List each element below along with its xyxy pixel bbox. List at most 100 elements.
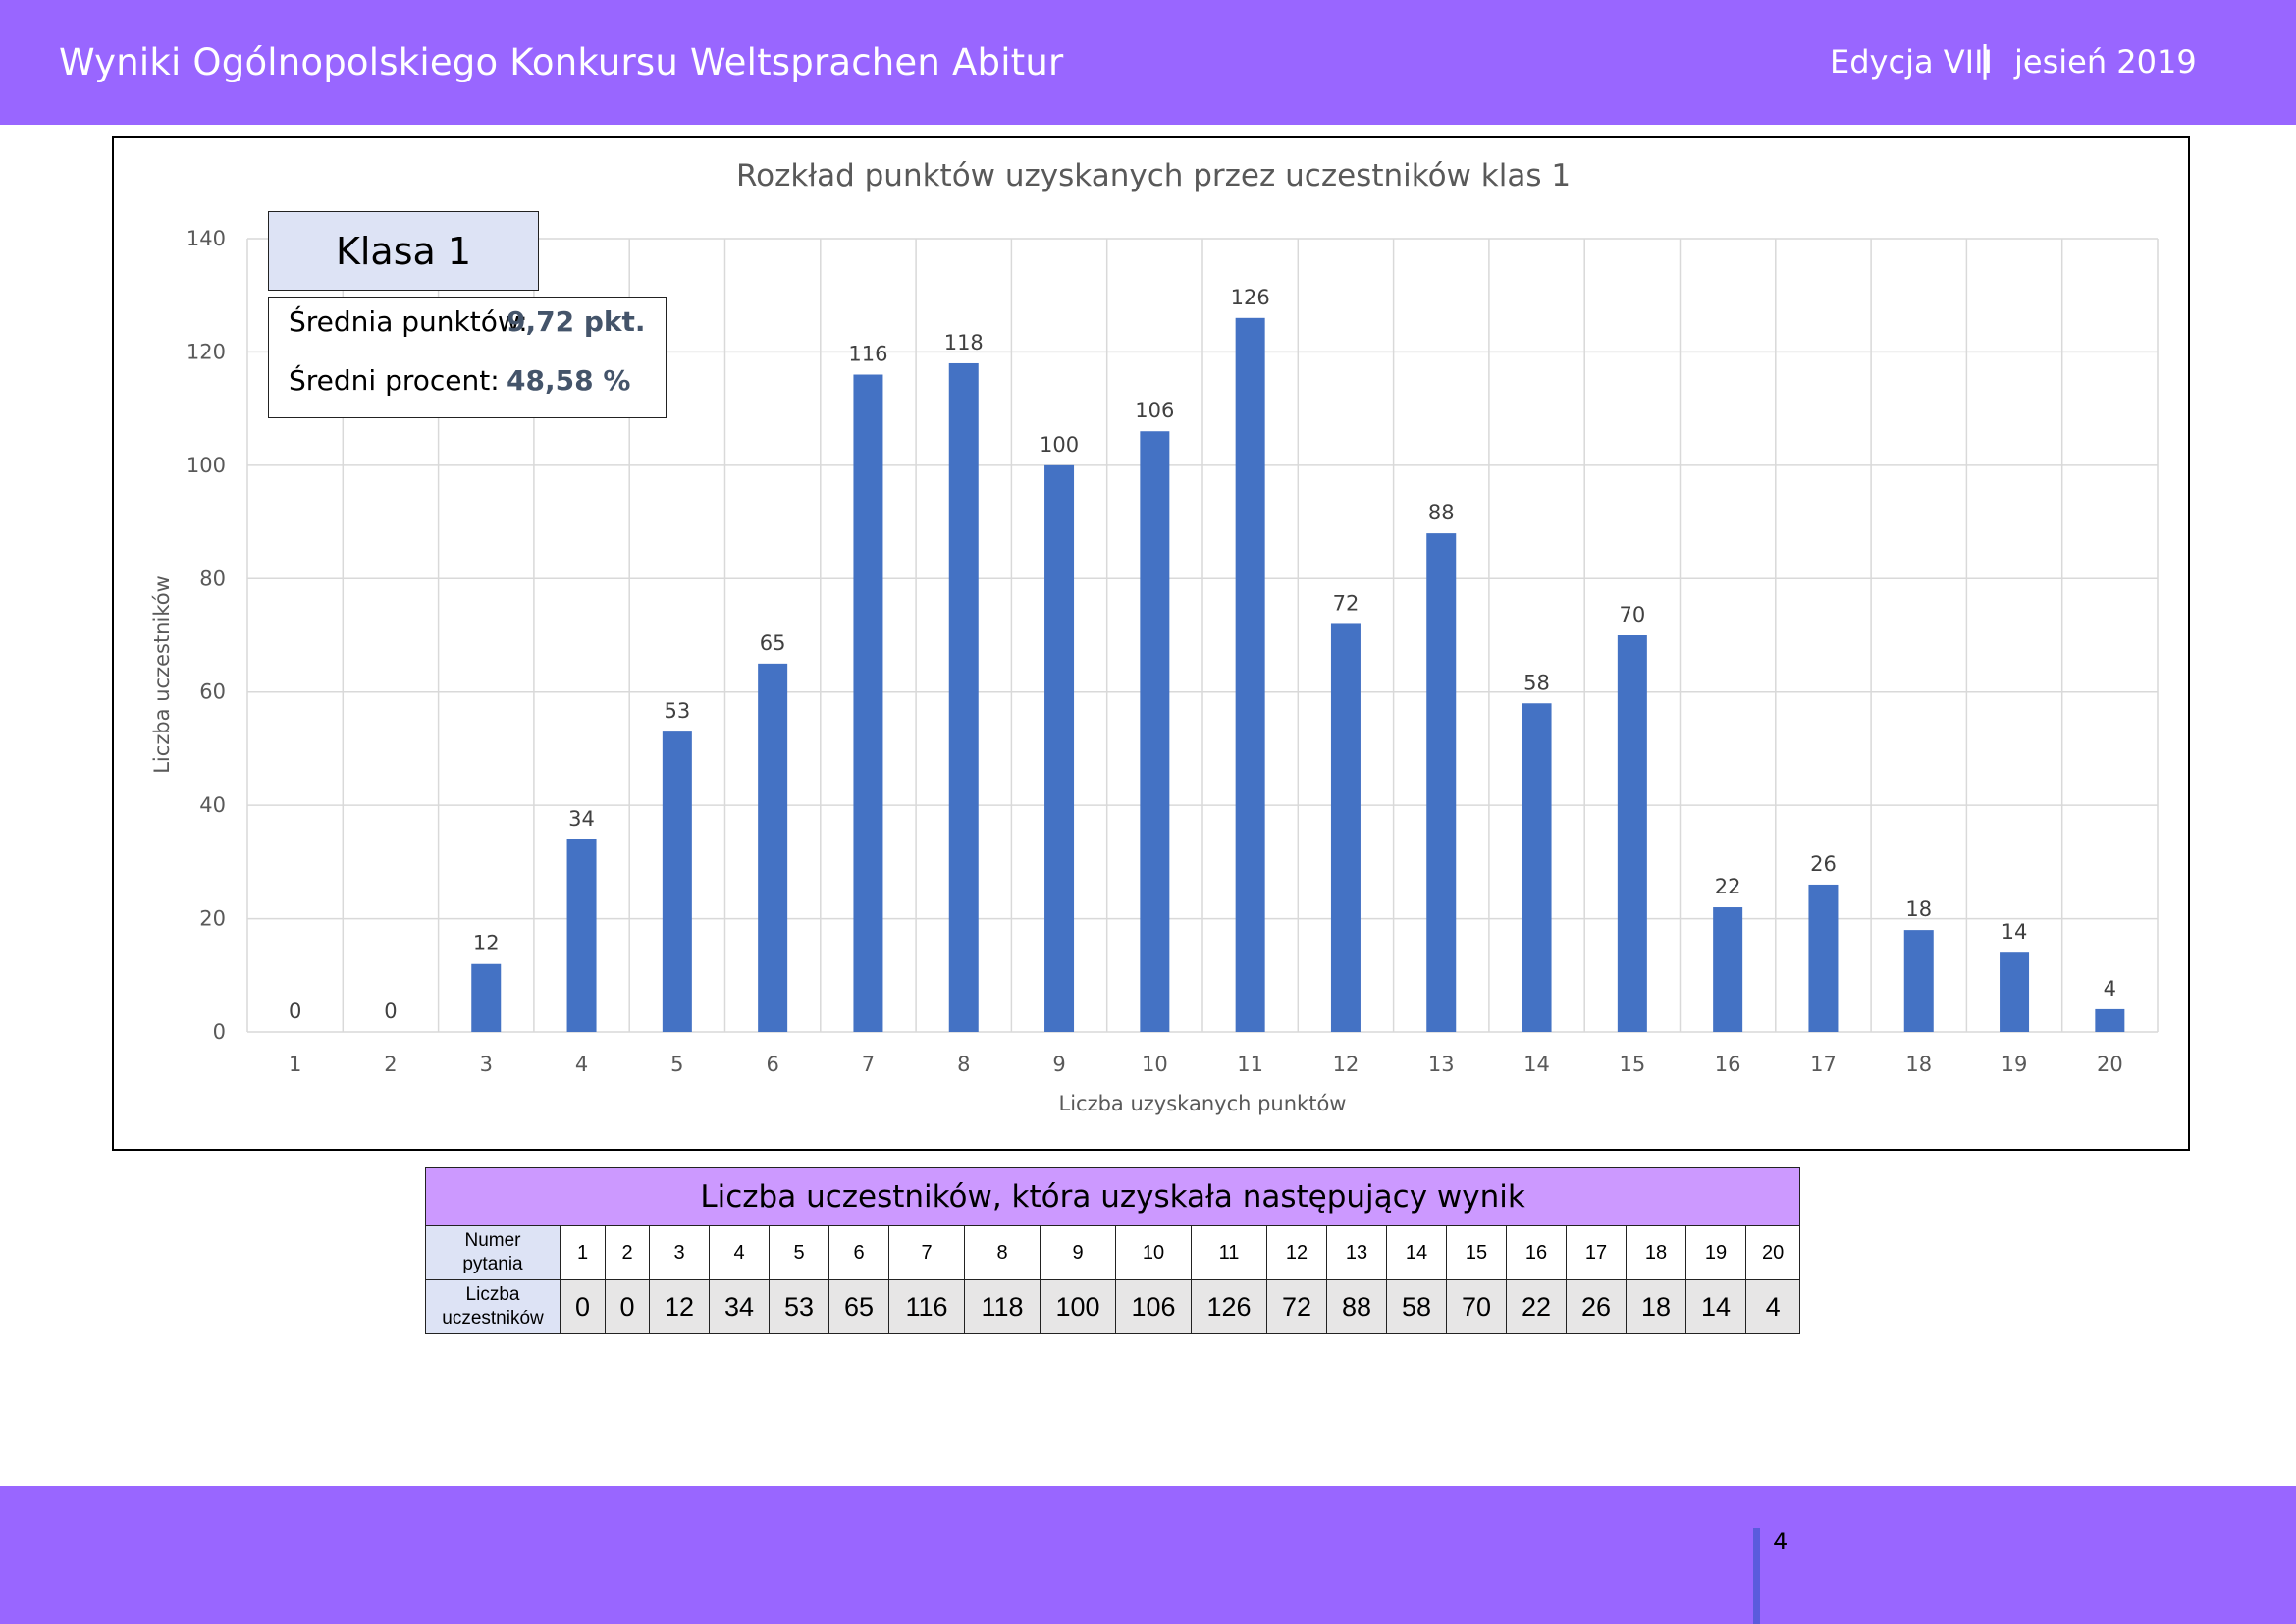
report-title: Wyniki Ogólnopolskiego Konkursu Weltspra… (59, 41, 1064, 83)
bar (471, 963, 502, 1032)
bar-data-label: 14 (2002, 920, 2028, 944)
y-tick-label: 140 (187, 227, 226, 250)
x-tick-label: 9 (1052, 1053, 1065, 1076)
x-tick-label: 13 (1428, 1053, 1455, 1076)
y-tick-label: 0 (213, 1020, 226, 1044)
header-separator: | (1979, 39, 1992, 80)
bar (1044, 464, 1075, 1032)
bar (2000, 952, 2030, 1032)
y-tick-label: 80 (199, 567, 226, 590)
table-cell-number: 14 (1386, 1225, 1447, 1280)
table-cell-count: 72 (1266, 1279, 1327, 1334)
x-tick-label: 14 (1523, 1053, 1550, 1076)
footer-accent-bar (1753, 1528, 1760, 1624)
stats-box: Średnia punktów: 9,72 pkt. Średni procen… (268, 297, 667, 418)
table-cell-number: 2 (605, 1225, 650, 1280)
chart-frame: 0 20 40 60 80 100 120 140 0 1 0 2 12 3 34 4 53 5 65 6 116 7 11… (112, 136, 2190, 1151)
bar-data-label: 72 (1333, 591, 1360, 615)
table-cell-count: 0 (605, 1279, 650, 1334)
bar (1903, 930, 1934, 1032)
row-header-line: uczestników (442, 1308, 544, 1328)
bar (1617, 635, 1647, 1032)
avg-points-label: Średnia punktów: (289, 305, 528, 338)
x-tick-label: 20 (2097, 1053, 2123, 1076)
y-tick-label: 120 (187, 340, 226, 363)
table-cell-count: 26 (1566, 1279, 1627, 1334)
x-tick-label: 15 (1619, 1053, 1645, 1076)
chart-title: Rozkład punktów uzyskanych przez uczestn… (736, 158, 1571, 193)
table-cell-count: 88 (1326, 1279, 1387, 1334)
table-cell-count: 126 (1191, 1279, 1267, 1334)
page-number: 4 (1773, 1528, 1789, 1555)
table-cell-count: 58 (1386, 1279, 1447, 1334)
row-header-participants: Liczba uczestników (425, 1279, 561, 1334)
bar-data-label: 34 (568, 807, 595, 831)
table-cell-number: 1 (560, 1225, 606, 1280)
bar-data-label: 18 (1905, 897, 1932, 921)
x-tick-label: 11 (1237, 1053, 1263, 1076)
bar (1235, 317, 1265, 1032)
x-tick-label: 4 (575, 1053, 588, 1076)
page-header: Wyniki Ogólnopolskiego Konkursu Weltspra… (0, 0, 2296, 125)
table-cell-number: 8 (964, 1225, 1041, 1280)
table-cell-number: 10 (1115, 1225, 1192, 1280)
table-cell-count: 100 (1040, 1279, 1116, 1334)
bar-data-label: 116 (848, 343, 887, 366)
table-cell-number: 4 (709, 1225, 770, 1280)
x-tick-label: 10 (1142, 1053, 1168, 1076)
table-cell-number: 17 (1566, 1225, 1627, 1280)
table-cell-count: 4 (1744, 1279, 1801, 1334)
results-table-wrap: Liczba uczestników, która uzyskała nastę… (424, 1167, 1801, 1334)
table-cell-number: 5 (769, 1225, 829, 1280)
bar-data-label: 118 (944, 331, 984, 354)
table-cell-count: 106 (1115, 1279, 1192, 1334)
bar-data-label: 4 (2104, 977, 2116, 1001)
bar-data-label: 106 (1135, 399, 1174, 422)
y-tick-label: 100 (187, 454, 226, 477)
bar (566, 839, 597, 1032)
y-tick-label: 40 (199, 793, 226, 817)
bar (2095, 1008, 2125, 1032)
table-cell-count: 118 (964, 1279, 1041, 1334)
x-tick-label: 16 (1715, 1053, 1741, 1076)
table-cell-count: 65 (828, 1279, 889, 1334)
x-tick-label: 18 (1905, 1053, 1932, 1076)
x-tick-label: 5 (670, 1053, 683, 1076)
table-cell-number: 19 (1685, 1225, 1746, 1280)
y-tick-label: 60 (199, 680, 226, 704)
table-cell-number: 13 (1326, 1225, 1387, 1280)
bar-data-label: 100 (1040, 433, 1079, 457)
table-cell-count: 14 (1685, 1279, 1746, 1334)
row-header-line: Numer (464, 1230, 521, 1251)
bar-data-label: 65 (760, 631, 786, 655)
table-cell-number: 20 (1744, 1225, 1801, 1280)
table-cell-number: 16 (1506, 1225, 1567, 1280)
avg-points-value: 9,72 pkt. (507, 305, 646, 338)
table-cell-number: 11 (1191, 1225, 1267, 1280)
table-cell-number: 3 (649, 1225, 710, 1280)
edition-label: Edycja VIII (1830, 43, 1993, 81)
y-axis-label: Liczba uczestników (150, 575, 174, 774)
row-header-question: Numer pytania (425, 1225, 561, 1280)
bar-data-label: 70 (1619, 603, 1645, 626)
table-cell-count: 70 (1446, 1279, 1507, 1334)
x-tick-label: 17 (1810, 1053, 1837, 1076)
bar (1808, 884, 1839, 1032)
bar-data-label: 26 (1810, 852, 1837, 876)
avg-percent-value: 48,58 % (507, 364, 631, 397)
x-tick-label: 2 (384, 1053, 397, 1076)
bar-data-label: 0 (289, 1000, 301, 1023)
row-header-line: pytania (462, 1254, 523, 1274)
table-cell-number: 7 (888, 1225, 965, 1280)
bar-data-label: 58 (1523, 671, 1550, 694)
table-cell-number: 9 (1040, 1225, 1116, 1280)
bar (1330, 623, 1361, 1032)
bar-data-label: 22 (1715, 875, 1741, 898)
edition-date: jesień 2019 (2014, 43, 2197, 81)
table-cell-count: 53 (769, 1279, 829, 1334)
x-tick-label: 3 (480, 1053, 493, 1076)
bar (662, 731, 692, 1032)
results-table: Liczba uczestników, która uzyskała nastę… (424, 1167, 1801, 1334)
avg-percent-label: Średni procent: (289, 364, 500, 397)
bar-data-label: 88 (1428, 501, 1455, 524)
